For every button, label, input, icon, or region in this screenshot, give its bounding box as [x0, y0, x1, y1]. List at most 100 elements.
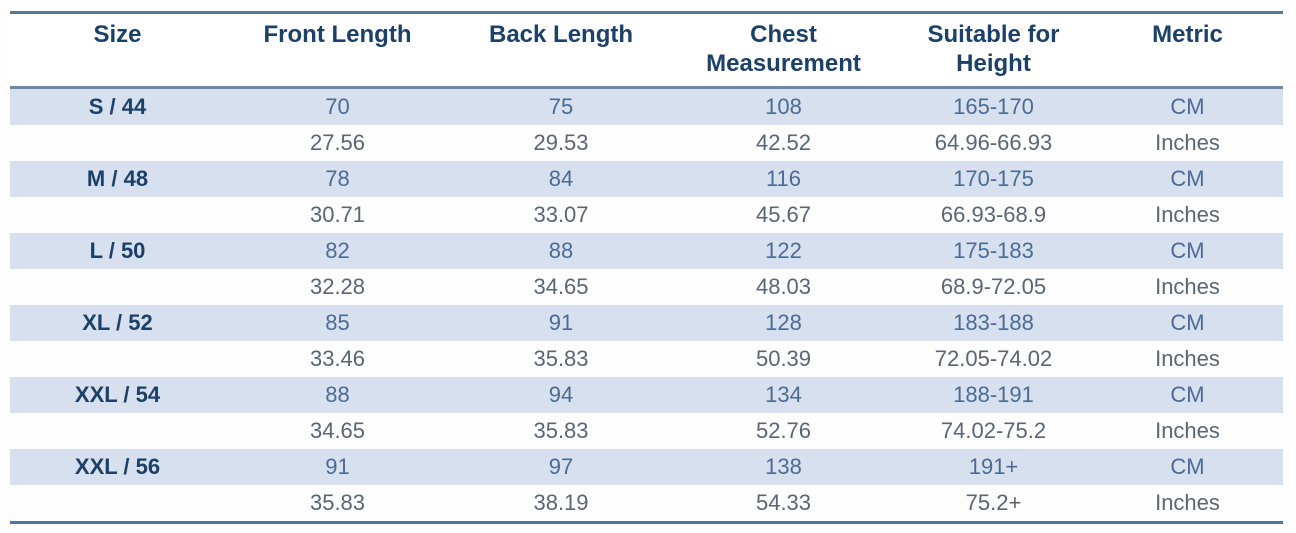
- suitable-height-cell: 74.02-75.2: [895, 413, 1092, 449]
- metric-cell: Inches: [1092, 341, 1283, 377]
- size-cell: [10, 341, 225, 377]
- size-cell: L / 50: [10, 233, 225, 269]
- suitable-height-cell: 68.9-72.05: [895, 269, 1092, 305]
- table-row-s44-inches: 27.56 29.53 42.52 64.96-66.93 Inches: [10, 125, 1283, 161]
- size-cell: S / 44: [10, 87, 225, 125]
- front-length-cell: 27.56: [225, 125, 450, 161]
- chest-measurement-cell: 134: [672, 377, 895, 413]
- size-cell: M / 48: [10, 161, 225, 197]
- column-header-suitable-height: Suitable for Height: [895, 12, 1092, 89]
- back-length-cell: 88: [450, 233, 672, 269]
- back-length-cell: 84: [450, 161, 672, 197]
- column-header-suitable-height-label-line2: Height: [956, 50, 1031, 77]
- back-length-cell: 35.83: [450, 341, 672, 377]
- size-cell: [10, 197, 225, 233]
- back-length-cell: 33.07: [450, 197, 672, 233]
- metric-cell: CM: [1092, 305, 1283, 341]
- column-header-front-length-label: Front Length: [263, 21, 412, 48]
- chest-measurement-cell: 116: [672, 161, 895, 197]
- column-header-chest-measurement-label: Chest: [750, 21, 817, 48]
- front-length-cell: 91: [225, 449, 450, 485]
- suitable-height-cell: 64.96-66.93: [895, 125, 1092, 161]
- chest-measurement-cell: 122: [672, 233, 895, 269]
- column-header-metric-label: Metric: [1152, 21, 1223, 48]
- suitable-height-cell: 191+: [895, 449, 1092, 485]
- column-header-back-length: Back Length: [450, 12, 672, 89]
- chest-measurement-cell: 52.76: [672, 413, 895, 449]
- table-row-xxl54-cm: XXL / 54 88 94 134 188-191 CM: [10, 377, 1283, 413]
- chest-measurement-cell: 48.03: [672, 269, 895, 305]
- front-length-cell: 82: [225, 233, 450, 269]
- back-length-cell: 97: [450, 449, 672, 485]
- column-header-chest-measurement: Chest Measurement: [672, 12, 895, 89]
- chest-measurement-cell: 138: [672, 449, 895, 485]
- size-cell: [10, 125, 225, 161]
- metric-cell: CM: [1092, 87, 1283, 125]
- size-cell: [10, 485, 225, 523]
- size-cell: [10, 413, 225, 449]
- front-length-cell: 30.71: [225, 197, 450, 233]
- back-length-cell: 34.65: [450, 269, 672, 305]
- front-length-cell: 32.28: [225, 269, 450, 305]
- size-chart-table: Size Front Length Back Length Chest Meas…: [10, 11, 1283, 524]
- front-length-cell: 85: [225, 305, 450, 341]
- suitable-height-cell: 170-175: [895, 161, 1092, 197]
- front-length-cell: 35.83: [225, 485, 450, 523]
- table-row-s44-cm: S / 44 70 75 108 165-170 CM: [10, 87, 1283, 125]
- table-row-xl52-inches: 33.46 35.83 50.39 72.05-74.02 Inches: [10, 341, 1283, 377]
- column-header-chest-measurement-label-line2: Measurement: [706, 50, 861, 77]
- metric-cell: CM: [1092, 449, 1283, 485]
- chest-measurement-cell: 54.33: [672, 485, 895, 523]
- chest-measurement-cell: 128: [672, 305, 895, 341]
- table-row-m48-cm: M / 48 78 84 116 170-175 CM: [10, 161, 1283, 197]
- size-cell: [10, 269, 225, 305]
- metric-cell: Inches: [1092, 125, 1283, 161]
- back-length-cell: 91: [450, 305, 672, 341]
- size-cell: XXL / 54: [10, 377, 225, 413]
- header-row: Size Front Length Back Length Chest Meas…: [10, 12, 1283, 89]
- table-row-xxl56-inches: 35.83 38.19 54.33 75.2+ Inches: [10, 485, 1283, 523]
- metric-cell: CM: [1092, 161, 1283, 197]
- back-length-cell: 75: [450, 87, 672, 125]
- column-header-size: Size: [10, 12, 225, 89]
- table-row-xxl54-inches: 34.65 35.83 52.76 74.02-75.2 Inches: [10, 413, 1283, 449]
- table-row-l50-inches: 32.28 34.65 48.03 68.9-72.05 Inches: [10, 269, 1283, 305]
- suitable-height-cell: 165-170: [895, 87, 1092, 125]
- table-row-xxl56-cm: XXL / 56 91 97 138 191+ CM: [10, 449, 1283, 485]
- table-row-l50-cm: L / 50 82 88 122 175-183 CM: [10, 233, 1283, 269]
- back-length-cell: 94: [450, 377, 672, 413]
- metric-cell: Inches: [1092, 197, 1283, 233]
- front-length-cell: 78: [225, 161, 450, 197]
- suitable-height-cell: 183-188: [895, 305, 1092, 341]
- front-length-cell: 33.46: [225, 341, 450, 377]
- column-header-size-label: Size: [93, 21, 142, 48]
- suitable-height-cell: 75.2+: [895, 485, 1092, 523]
- suitable-height-cell: 175-183: [895, 233, 1092, 269]
- chest-measurement-cell: 42.52: [672, 125, 895, 161]
- table-row-xl52-cm: XL / 52 85 91 128 183-188 CM: [10, 305, 1283, 341]
- metric-cell: Inches: [1092, 413, 1283, 449]
- metric-cell: CM: [1092, 377, 1283, 413]
- back-length-cell: 38.19: [450, 485, 672, 523]
- size-cell: XXL / 56: [10, 449, 225, 485]
- chest-measurement-cell: 108: [672, 87, 895, 125]
- front-length-cell: 88: [225, 377, 450, 413]
- column-header-front-length: Front Length: [225, 12, 450, 89]
- chest-measurement-cell: 50.39: [672, 341, 895, 377]
- metric-cell: Inches: [1092, 485, 1283, 523]
- back-length-cell: 29.53: [450, 125, 672, 161]
- metric-cell: Inches: [1092, 269, 1283, 305]
- suitable-height-cell: 72.05-74.02: [895, 341, 1092, 377]
- size-cell: XL / 52: [10, 305, 225, 341]
- metric-cell: CM: [1092, 233, 1283, 269]
- front-length-cell: 70: [225, 87, 450, 125]
- front-length-cell: 34.65: [225, 413, 450, 449]
- back-length-cell: 35.83: [450, 413, 672, 449]
- table-row-m48-inches: 30.71 33.07 45.67 66.93-68.9 Inches: [10, 197, 1283, 233]
- column-header-back-length-label: Back Length: [488, 21, 634, 48]
- column-header-metric: Metric: [1092, 12, 1283, 89]
- suitable-height-cell: 66.93-68.9: [895, 197, 1092, 233]
- column-header-suitable-height-label: Suitable for: [927, 21, 1060, 48]
- chest-measurement-cell: 45.67: [672, 197, 895, 233]
